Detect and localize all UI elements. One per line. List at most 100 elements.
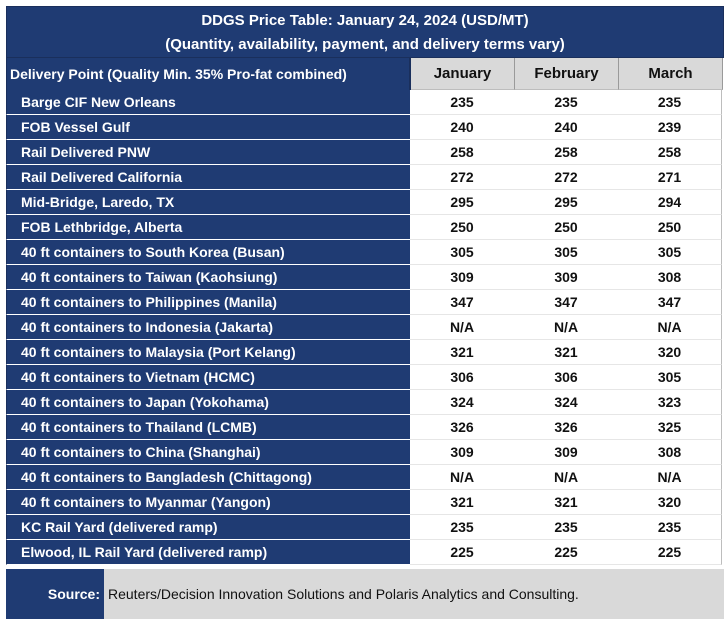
price-cell-january: 309 (410, 440, 514, 465)
row-label: 40 ft containers to Bangladesh (Chittago… (6, 465, 410, 490)
table-row: FOB Vessel Gulf 240 240 239 (6, 115, 724, 140)
price-cell-march: 239 (618, 115, 722, 140)
price-cell-february: 321 (514, 490, 618, 515)
row-label: Rail Delivered PNW (6, 140, 410, 165)
row-label: Mid-Bridge, Laredo, TX (6, 190, 410, 215)
price-cell-january: 306 (410, 365, 514, 390)
price-cell-february: 272 (514, 165, 618, 190)
table-title: DDGS Price Table: January 24, 2024 (USD/… (201, 12, 529, 29)
table-row: 40 ft containers to Bangladesh (Chittago… (6, 465, 724, 490)
price-cell-january: 235 (410, 515, 514, 540)
price-cell-february: 309 (514, 440, 618, 465)
row-label: Rail Delivered California (6, 165, 410, 190)
row-label: Elwood, IL Rail Yard (delivered ramp) (6, 540, 410, 565)
row-label: 40 ft containers to Japan (Yokohama) (6, 390, 410, 415)
row-label: 40 ft containers to China (Shanghai) (6, 440, 410, 465)
price-cell-january: 309 (410, 265, 514, 290)
table-row: FOB Lethbridge, Alberta 250 250 250 (6, 215, 724, 240)
price-table: DDGS Price Table: January 24, 2024 (USD/… (6, 6, 724, 619)
row-label: FOB Vessel Gulf (6, 115, 410, 140)
header-february: February (515, 58, 619, 90)
price-cell-february: 235 (514, 90, 618, 115)
row-label: 40 ft containers to Myanmar (Yangon) (6, 490, 410, 515)
price-cell-january: 295 (410, 190, 514, 215)
price-cell-march: N/A (618, 315, 722, 340)
price-cell-march: 320 (618, 340, 722, 365)
table-body: Barge CIF New Orleans 235 235 235 FOB Vessel… (6, 90, 724, 565)
header-row: Delivery Point (Quality Min. 35% Pro-fat… (6, 58, 724, 90)
price-cell-january: 326 (410, 415, 514, 440)
price-cell-march: 235 (618, 515, 722, 540)
price-cell-january: 250 (410, 215, 514, 240)
price-cell-february: 309 (514, 265, 618, 290)
price-cell-january: 347 (410, 290, 514, 315)
price-cell-january: 324 (410, 390, 514, 415)
price-cell-january: 321 (410, 340, 514, 365)
price-cell-february: 240 (514, 115, 618, 140)
table-row: 40 ft containers to South Korea (Busan) 3… (6, 240, 724, 265)
price-cell-march: 235 (618, 90, 722, 115)
price-cell-march: 250 (618, 215, 722, 240)
price-cell-february: 295 (514, 190, 618, 215)
row-label: KC Rail Yard (delivered ramp) (6, 515, 410, 540)
table-row: 40 ft containers to Thailand (LCMB) 326 32… (6, 415, 724, 440)
row-label: 40 ft containers to Philippines (Manila) (6, 290, 410, 315)
price-cell-january: 225 (410, 540, 514, 565)
table-row: 40 ft containers to Japan (Yokohama) 324 3… (6, 390, 724, 415)
price-cell-march: 308 (618, 265, 722, 290)
source-row: Source: Reuters/Decision Innovation Solu… (6, 569, 724, 619)
row-label: 40 ft containers to Thailand (LCMB) (6, 415, 410, 440)
row-label: FOB Lethbridge, Alberta (6, 215, 410, 240)
row-label: 40 ft containers to Indonesia (Jakarta) (6, 315, 410, 340)
table-row: 40 ft containers to Vietnam (HCMC) 306 306… (6, 365, 724, 390)
price-cell-march: 347 (618, 290, 722, 315)
table-row: Mid-Bridge, Laredo, TX 295 295 294 (6, 190, 724, 215)
price-cell-march: 305 (618, 365, 722, 390)
price-cell-march: 325 (618, 415, 722, 440)
table-row: 40 ft containers to Malaysia (Port Kelan… (6, 340, 724, 365)
price-cell-march: 308 (618, 440, 722, 465)
price-cell-march: 294 (618, 190, 722, 215)
header-march: March (619, 58, 723, 90)
price-cell-january: 235 (410, 90, 514, 115)
price-cell-february: 306 (514, 365, 618, 390)
price-cell-february: 258 (514, 140, 618, 165)
row-label: 40 ft containers to Malaysia (Port Kelan… (6, 340, 410, 365)
table-row: 40 ft containers to Philippines (Manila)… (6, 290, 724, 315)
price-cell-february: 305 (514, 240, 618, 265)
price-cell-march: N/A (618, 465, 722, 490)
price-cell-january: N/A (410, 465, 514, 490)
price-cell-february: N/A (514, 315, 618, 340)
table-row: 40 ft containers to Taiwan (Kaohsiung) 30… (6, 265, 724, 290)
source-text: Reuters/Decision Innovation Solutions an… (104, 569, 724, 619)
price-cell-january: 240 (410, 115, 514, 140)
price-cell-march: 305 (618, 240, 722, 265)
header-delivery-point: Delivery Point (Quality Min. 35% Pro-fat… (7, 58, 411, 90)
price-cell-january: N/A (410, 315, 514, 340)
price-cell-january: 321 (410, 490, 514, 515)
table-row: Rail Delivered PNW 258 258 258 (6, 140, 724, 165)
price-cell-february: 321 (514, 340, 618, 365)
price-cell-february: 326 (514, 415, 618, 440)
table-row: Barge CIF New Orleans 235 235 235 (6, 90, 724, 115)
price-cell-march: 323 (618, 390, 722, 415)
price-cell-february: 225 (514, 540, 618, 565)
table-title-block: DDGS Price Table: January 24, 2024 (USD/… (6, 6, 724, 58)
price-cell-january: 258 (410, 140, 514, 165)
table-subtitle: (Quantity, availability, payment, and de… (165, 36, 565, 53)
source-label: Source: (6, 569, 104, 619)
table-row: KC Rail Yard (delivered ramp) 235 235 235 (6, 515, 724, 540)
row-label: 40 ft containers to Taiwan (Kaohsiung) (6, 265, 410, 290)
table-row: Rail Delivered California 272 272 271 (6, 165, 724, 190)
price-cell-february: 324 (514, 390, 618, 415)
header-january: January (411, 58, 515, 90)
price-cell-march: 225 (618, 540, 722, 565)
row-label: 40 ft containers to Vietnam (HCMC) (6, 365, 410, 390)
price-cell-february: 235 (514, 515, 618, 540)
price-cell-february: N/A (514, 465, 618, 490)
row-label: 40 ft containers to South Korea (Busan) (6, 240, 410, 265)
price-cell-march: 320 (618, 490, 722, 515)
row-label: Barge CIF New Orleans (6, 90, 410, 115)
table-row: 40 ft containers to China (Shanghai) 309 3… (6, 440, 724, 465)
table-row: 40 ft containers to Myanmar (Yangon) 321 3… (6, 490, 724, 515)
